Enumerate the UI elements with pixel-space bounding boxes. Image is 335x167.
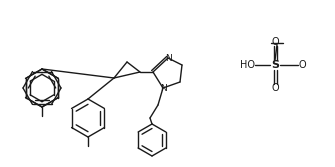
Text: O: O: [271, 83, 279, 93]
Text: N: N: [164, 53, 172, 62]
Text: O: O: [271, 37, 279, 47]
Text: S: S: [271, 60, 279, 70]
Text: O: O: [298, 60, 306, 70]
Text: N: N: [159, 84, 166, 93]
Text: HO: HO: [240, 60, 255, 70]
